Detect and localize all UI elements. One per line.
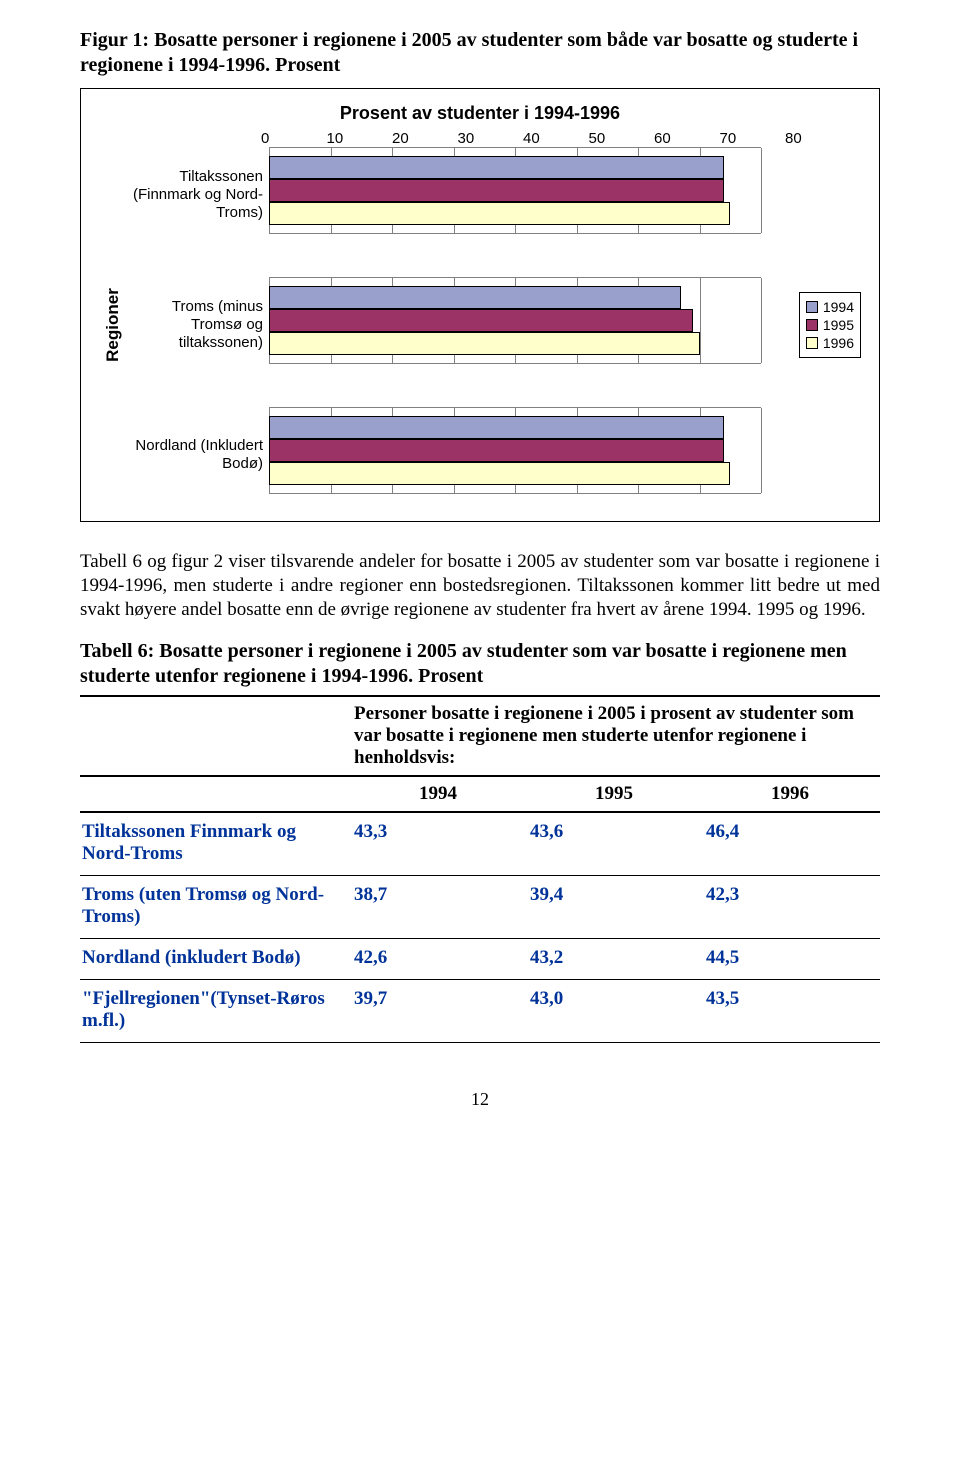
table-cell: 43,5 (704, 980, 880, 1043)
x-tick: 40 (523, 130, 589, 147)
table-year-header: 1995 (528, 776, 704, 812)
page-title: Figur 1: Bosatte personer i regionene i … (80, 28, 880, 78)
table-cell: 46,4 (704, 812, 880, 876)
chart-bar (269, 286, 681, 309)
table-row-label: Troms (uten Tromsø og Nord-Troms) (80, 876, 352, 939)
data-table: Personer bosatte i regionene i 2005 i pr… (80, 695, 880, 1043)
table-cell: 43,2 (528, 939, 704, 980)
legend-item: 1995 (806, 317, 854, 333)
table-cell: 44,5 (704, 939, 880, 980)
legend-label: 1995 (823, 317, 854, 333)
table-cell: 39,4 (528, 876, 704, 939)
chart-x-axis-ticks: 01020304050607080 (269, 130, 811, 147)
x-tick: 10 (327, 130, 393, 147)
chart-title: Prosent av studenter i 1994-1996 (99, 103, 861, 124)
table-row: Troms (uten Tromsø og Nord-Troms)38,739,… (80, 876, 880, 939)
x-tick: 0 (261, 130, 327, 147)
chart-bar (269, 416, 724, 439)
x-tick: 70 (720, 130, 786, 147)
table-cell: 43,3 (352, 812, 528, 876)
chart-group-bars (269, 147, 761, 234)
chart-bar (269, 156, 724, 179)
chart-bar (269, 202, 730, 225)
chart-y-axis-label: Regioner (103, 288, 123, 362)
x-tick: 30 (458, 130, 524, 147)
chart-group-bars (269, 407, 761, 494)
table-year-header: 1996 (704, 776, 880, 812)
legend-item: 1994 (806, 299, 854, 315)
table-cell: 43,0 (528, 980, 704, 1043)
chart-group-row: Nordland (Inkludert Bodø) (127, 407, 811, 503)
table-row-label: Nordland (inkludert Bodø) (80, 939, 352, 980)
chart-group-spacer (127, 243, 811, 277)
chart-bar (269, 179, 724, 202)
table-row-label: Tiltakssonen Finnmark og Nord-Troms (80, 812, 352, 876)
body-paragraph: Tabell 6 og figur 2 viser tilsvarende an… (80, 550, 880, 621)
chart-group-row: Troms (minus Tromsø og tiltakssonen) (127, 277, 811, 373)
table-cell: 38,7 (352, 876, 528, 939)
chart-group-label: Nordland (Inkludert Bodø) (127, 407, 269, 503)
table-blank-header (80, 776, 352, 812)
chart-bar (269, 309, 693, 332)
x-tick: 80 (785, 130, 803, 147)
chart-frame: Prosent av studenter i 1994-1996 0102030… (80, 88, 880, 522)
legend-item: 1996 (806, 335, 854, 351)
chart-bar (269, 439, 724, 462)
chart-group-label: Troms (minus Tromsø og tiltakssonen) (127, 277, 269, 373)
table-cell: 43,6 (528, 812, 704, 876)
table-year-header: 1994 (352, 776, 528, 812)
table-row: "Fjellregionen"(Tynset-Røros m.fl.)39,74… (80, 980, 880, 1043)
chart-bar (269, 462, 730, 485)
chart-group-bars (269, 277, 761, 364)
chart-group-row: Tiltakssonen (Finnmark og Nord-Troms) (127, 147, 811, 243)
table-row: Tiltakssonen Finnmark og Nord-Troms43,34… (80, 812, 880, 876)
chart-bar (269, 332, 700, 355)
table-title: Tabell 6: Bosatte personer i regionene i… (80, 639, 880, 689)
table-row-label: "Fjellregionen"(Tynset-Røros m.fl.) (80, 980, 352, 1043)
table-intro-text: Personer bosatte i regionene i 2005 i pr… (352, 696, 880, 776)
legend-label: 1996 (823, 335, 854, 351)
table-cell: 42,6 (352, 939, 528, 980)
x-tick: 50 (589, 130, 655, 147)
chart-group-spacer (127, 373, 811, 407)
x-tick: 20 (392, 130, 458, 147)
table-cell: 42,3 (704, 876, 880, 939)
table-row: Nordland (inkludert Bodø)42,643,244,5 (80, 939, 880, 980)
chart-group-label: Tiltakssonen (Finnmark og Nord-Troms) (127, 147, 269, 243)
table-cell: 39,7 (352, 980, 528, 1043)
page-number: 12 (80, 1089, 880, 1110)
x-tick: 60 (654, 130, 720, 147)
table-empty-header (80, 696, 352, 776)
legend-label: 1994 (823, 299, 854, 315)
